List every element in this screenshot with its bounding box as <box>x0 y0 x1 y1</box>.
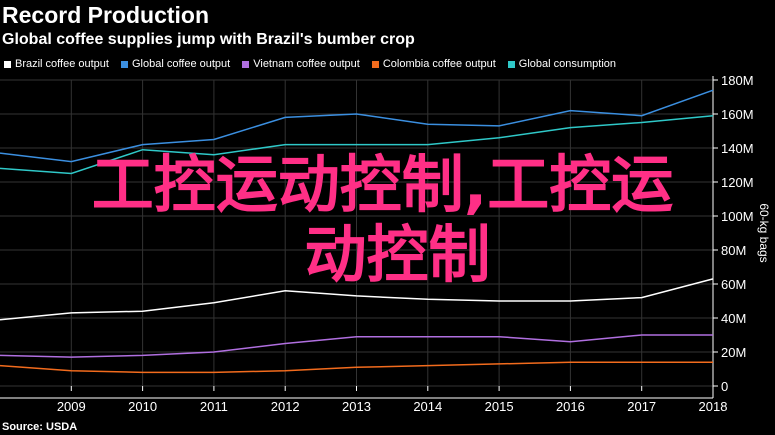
chart-title: Record Production <box>2 2 210 28</box>
legend-item-colombia-coffee-output: Colombia coffee output <box>371 58 496 70</box>
x-tick-label: 2014 <box>413 399 442 414</box>
y-tick-label: 180M <box>721 73 754 88</box>
x-tick-label: 2016 <box>556 399 585 414</box>
series-line-global-coffee-output <box>0 89 714 163</box>
legend-item-global-coffee-output: Global coffee output <box>120 58 231 70</box>
legend-label: Brazil coffee output <box>15 58 109 70</box>
y-tick-label: 60M <box>721 277 746 292</box>
x-tick-label: 2018 <box>699 399 728 414</box>
x-tick-label: 2010 <box>128 399 157 414</box>
series-line-global-consumption <box>0 114 714 175</box>
x-tick-label: 2017 <box>627 399 656 414</box>
x-tick-label: 2011 <box>200 399 228 414</box>
y-tick-label: 20M <box>721 345 746 360</box>
y-tick-label: 40M <box>721 311 746 326</box>
x-tick-label: 2015 <box>485 399 514 414</box>
legend-swatch <box>371 60 379 68</box>
y-tick-label: 0 <box>721 379 728 394</box>
legend-item-global-consumption: Global consumption <box>507 58 617 70</box>
series-line-brazil-coffee-output <box>0 278 714 321</box>
legend-swatch <box>120 60 128 68</box>
legend-item-brazil-coffee-output: Brazil coffee output <box>4 58 109 70</box>
y-axis-label: 60-kg bags <box>757 203 771 262</box>
series-line-colombia-coffee-output <box>0 361 713 374</box>
legend-label: Global consumption <box>518 58 617 70</box>
x-tick-label: 2013 <box>342 399 371 414</box>
legend-item-vietnam-coffee-output: Vietnam coffee output <box>242 58 360 70</box>
y-tick-label: 80M <box>721 243 746 258</box>
source-note: Source: USDA <box>2 421 78 433</box>
x-tick-label: 2009 <box>57 399 86 414</box>
y-tick-label: 120M <box>721 175 754 190</box>
legend-label: Vietnam coffee output <box>253 58 360 70</box>
legend-label: Colombia coffee output <box>382 58 496 70</box>
legend-swatch <box>242 60 250 68</box>
chart-subtitle: Global coffee supplies jump with Brazil'… <box>2 31 415 48</box>
y-tick-label: 100M <box>721 209 754 224</box>
y-tick-label: 160M <box>721 107 754 122</box>
legend-swatch <box>4 60 11 68</box>
legend-swatch <box>507 60 515 68</box>
y-tick-label: 140M <box>721 141 754 156</box>
x-tick-label: 2012 <box>271 399 300 414</box>
series-line-vietnam-coffee-output <box>0 334 713 358</box>
chart-legend: Brazil coffee output Global coffee output… <box>4 58 616 70</box>
legend-label: Global coffee output <box>131 58 231 70</box>
